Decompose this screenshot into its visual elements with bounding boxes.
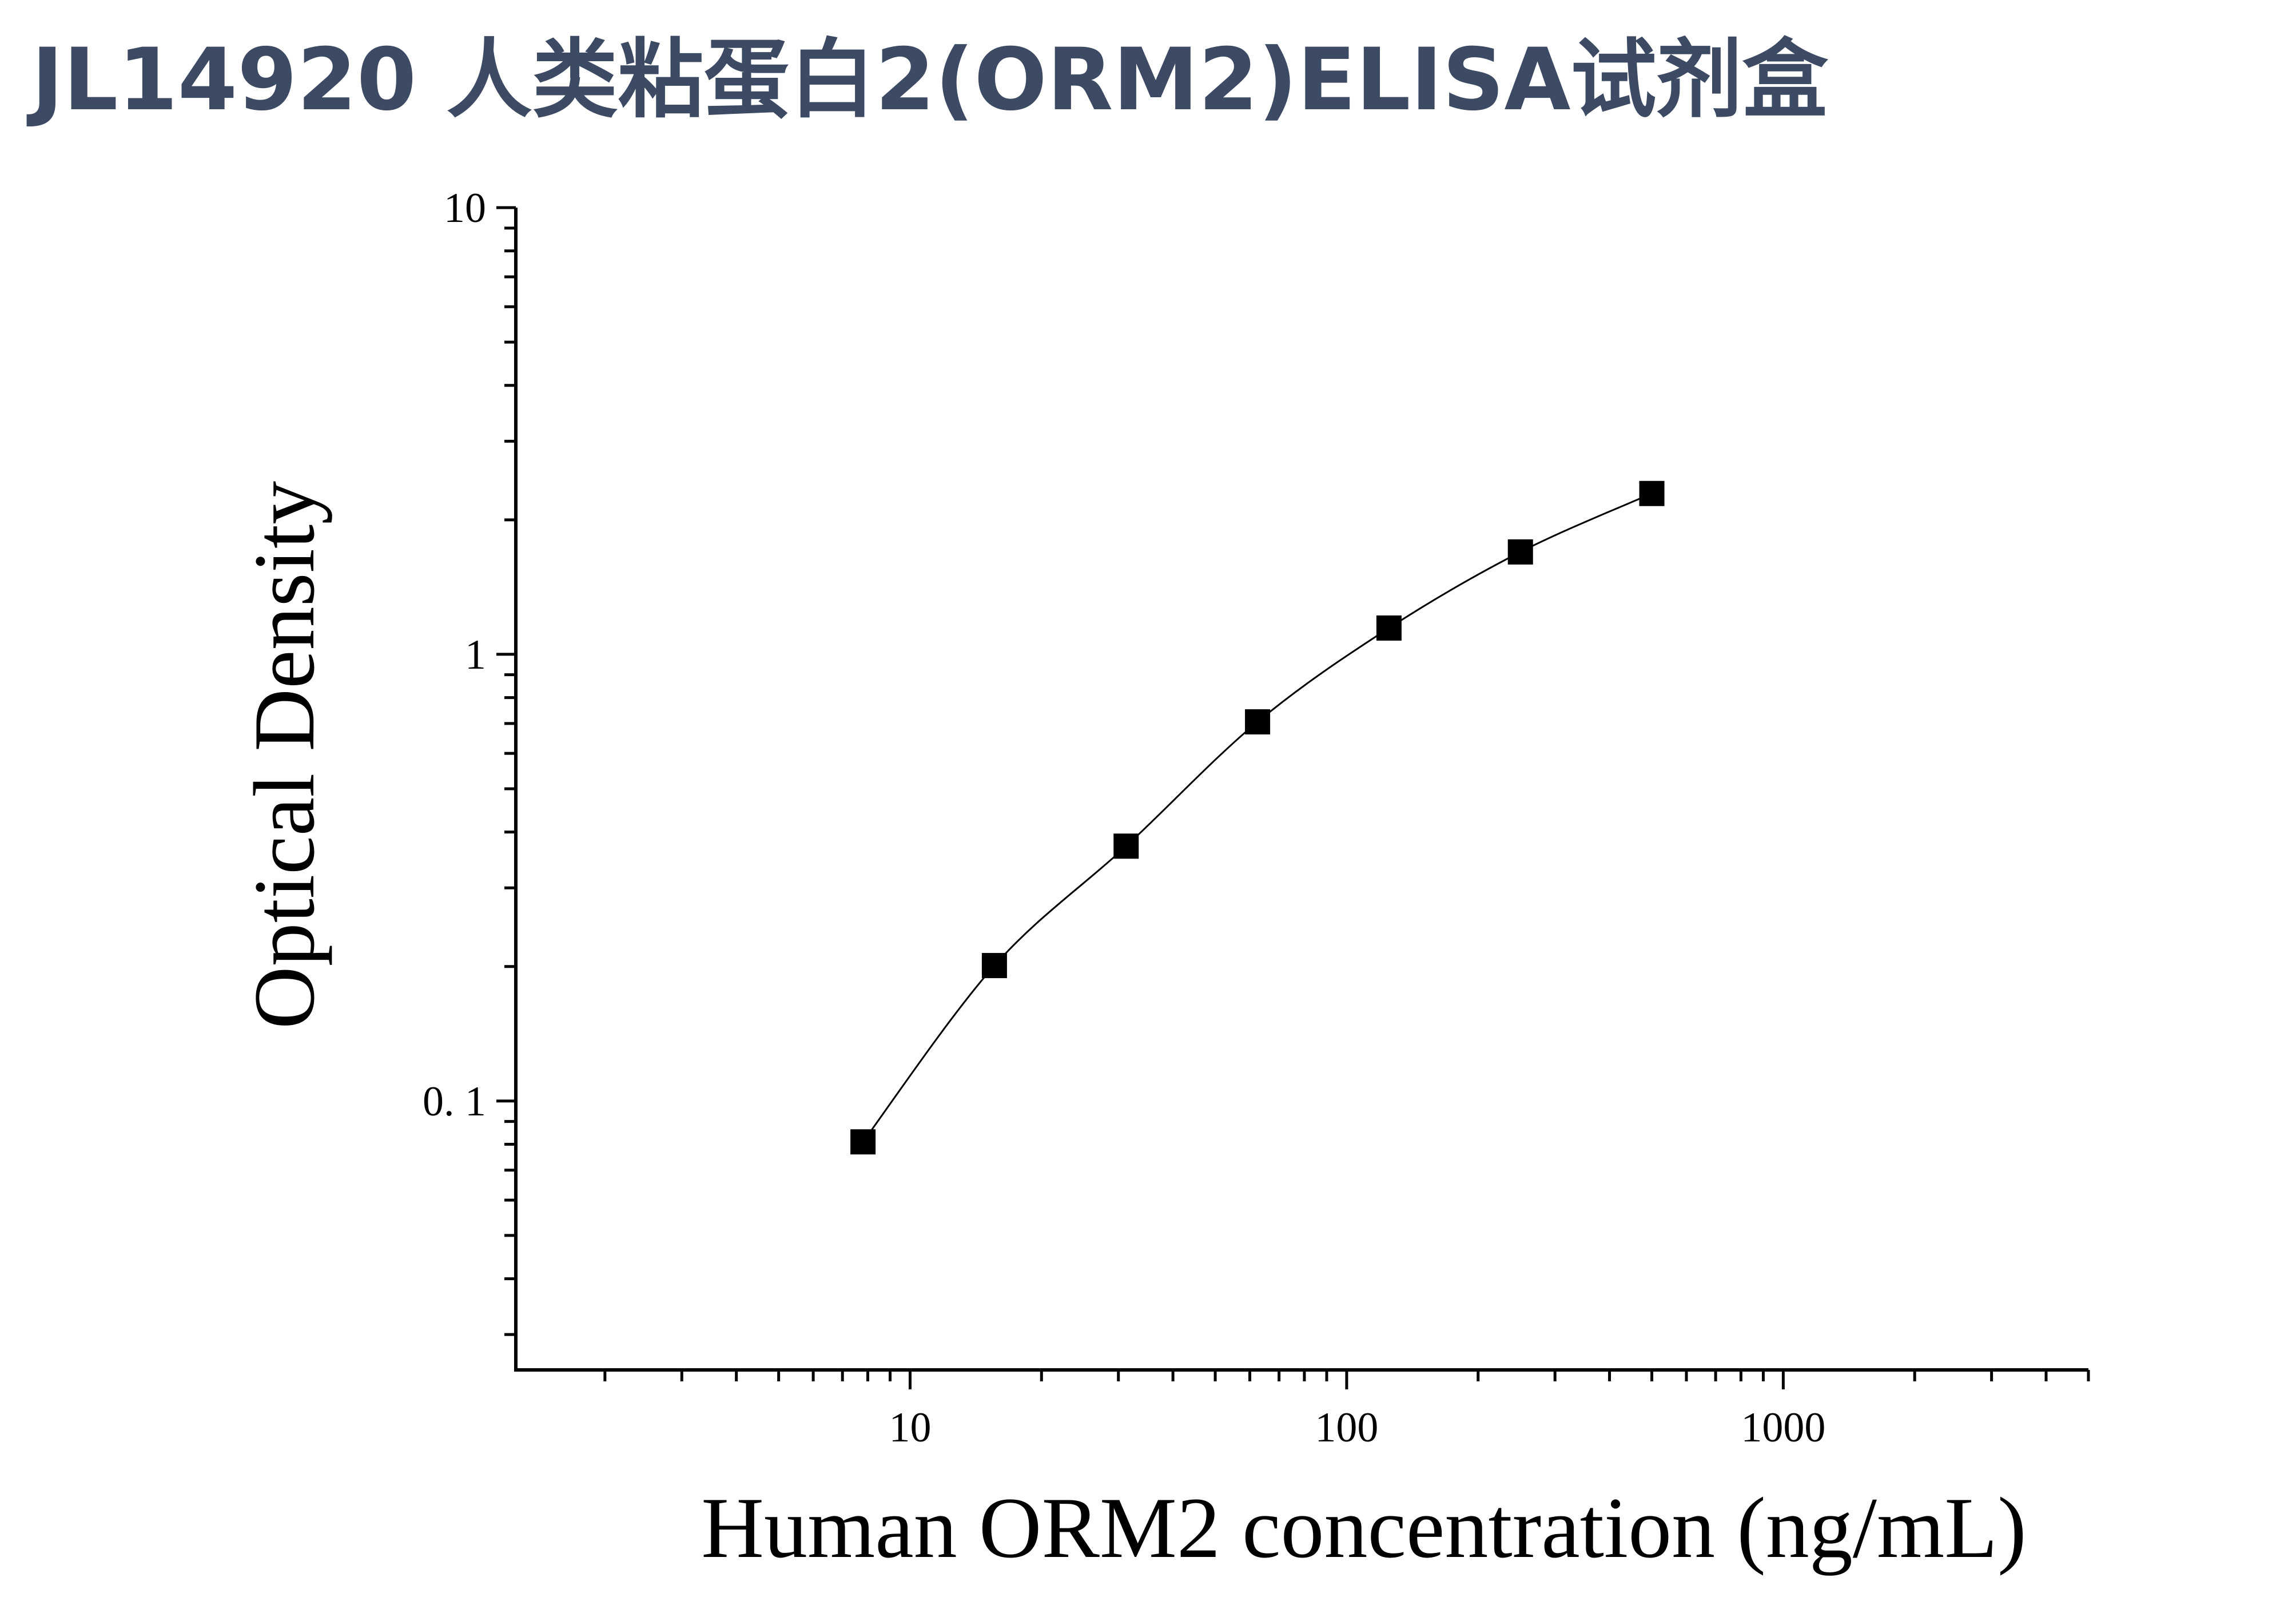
tick-labels: 0. 1 1 10 10 100 1000 [423, 185, 1825, 1451]
data-point [1507, 539, 1533, 565]
y-tick-label: 10 [444, 185, 486, 232]
x-axis-title: Human ORM2 concentration (ng/mL) [701, 1480, 2026, 1576]
page-title: JL14920 人类粘蛋白2(ORM2)ELISA试剂盒 [31, 30, 1828, 130]
chart-axes [496, 206, 2090, 1389]
fit-curve [862, 492, 1653, 1143]
data-point [1245, 709, 1271, 734]
data-point [981, 953, 1007, 979]
data-point [1113, 833, 1139, 859]
data-markers [850, 480, 1665, 1155]
y-tick-label: 1 [465, 631, 486, 678]
fit-curve-layer [862, 492, 1653, 1143]
x-tick-label: 1000 [1741, 1404, 1825, 1451]
x-tick-label: 100 [1315, 1404, 1378, 1451]
y-axis-title: Optical Density [236, 481, 332, 1029]
y-tick-label: 0. 1 [423, 1078, 486, 1125]
data-point [1639, 480, 1665, 506]
x-tick-label: 10 [889, 1404, 931, 1451]
data-point [850, 1129, 876, 1155]
data-point [1376, 615, 1402, 641]
